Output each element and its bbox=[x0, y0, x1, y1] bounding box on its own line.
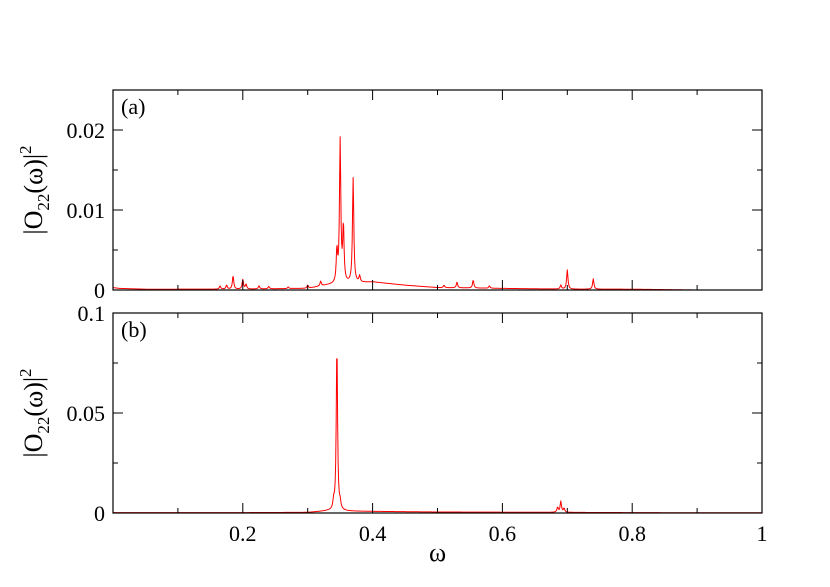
x-tick-label: 0.4 bbox=[359, 521, 387, 546]
x-tick-label: 0.2 bbox=[229, 521, 257, 546]
panel-a: 0 0.01 0.02 (a) |O22(ω)|2 bbox=[16, 89, 763, 303]
y-axis-label: |O22(ω)|2 bbox=[16, 368, 53, 457]
y-tick-label: 0.05 bbox=[67, 401, 106, 426]
plot-frame bbox=[112, 312, 763, 514]
x-tick-label: 0.6 bbox=[489, 521, 517, 546]
y-tick-label: 0.02 bbox=[67, 118, 106, 143]
series-line bbox=[113, 358, 762, 514]
y-tick-label: 0.1 bbox=[78, 301, 106, 326]
plot-frame bbox=[112, 89, 763, 291]
y-tick-label: 0 bbox=[94, 501, 105, 526]
y-axis-label: |O22(ω)|2 bbox=[16, 145, 53, 234]
panel-label: (b) bbox=[121, 317, 147, 342]
panel-b: 0.2 0.4 0.6 0.8 1 0 0.05 0.1 (b) |O22(ω)|2 ω bbox=[16, 301, 768, 567]
x-tick-label: 1 bbox=[757, 521, 768, 546]
x-tick-label: 0.8 bbox=[618, 521, 646, 546]
y-tick-label: 0 bbox=[94, 278, 105, 303]
x-axis-label: ω bbox=[429, 538, 446, 567]
y-tick-label: 0.01 bbox=[67, 198, 106, 223]
series-line bbox=[112, 136, 762, 291]
panel-label: (a) bbox=[121, 94, 145, 119]
